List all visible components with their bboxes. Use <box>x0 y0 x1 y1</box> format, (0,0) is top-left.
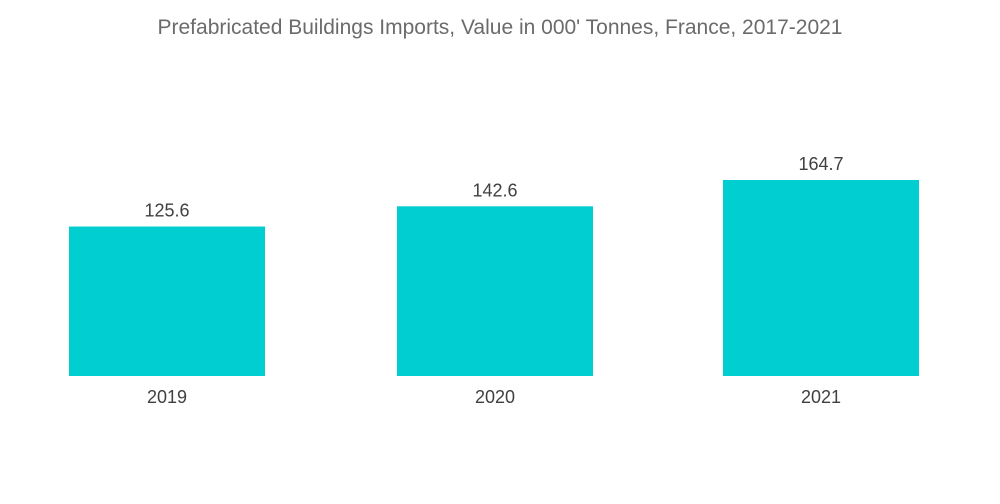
x-tick-label-2021: 2021 <box>801 387 841 407</box>
x-tick-label-2019: 2019 <box>147 387 187 407</box>
x-tick-label-2020: 2020 <box>475 387 515 407</box>
data-label-2019: 125.6 <box>144 201 189 221</box>
data-label-2021: 164.7 <box>798 154 843 174</box>
bar-2019 <box>69 226 265 376</box>
chart-title: Prefabricated Buildings Imports, Value i… <box>157 16 843 39</box>
bar-2020 <box>397 206 593 376</box>
bar-2021 <box>723 180 919 376</box>
data-label-2020: 142.6 <box>472 180 517 200</box>
